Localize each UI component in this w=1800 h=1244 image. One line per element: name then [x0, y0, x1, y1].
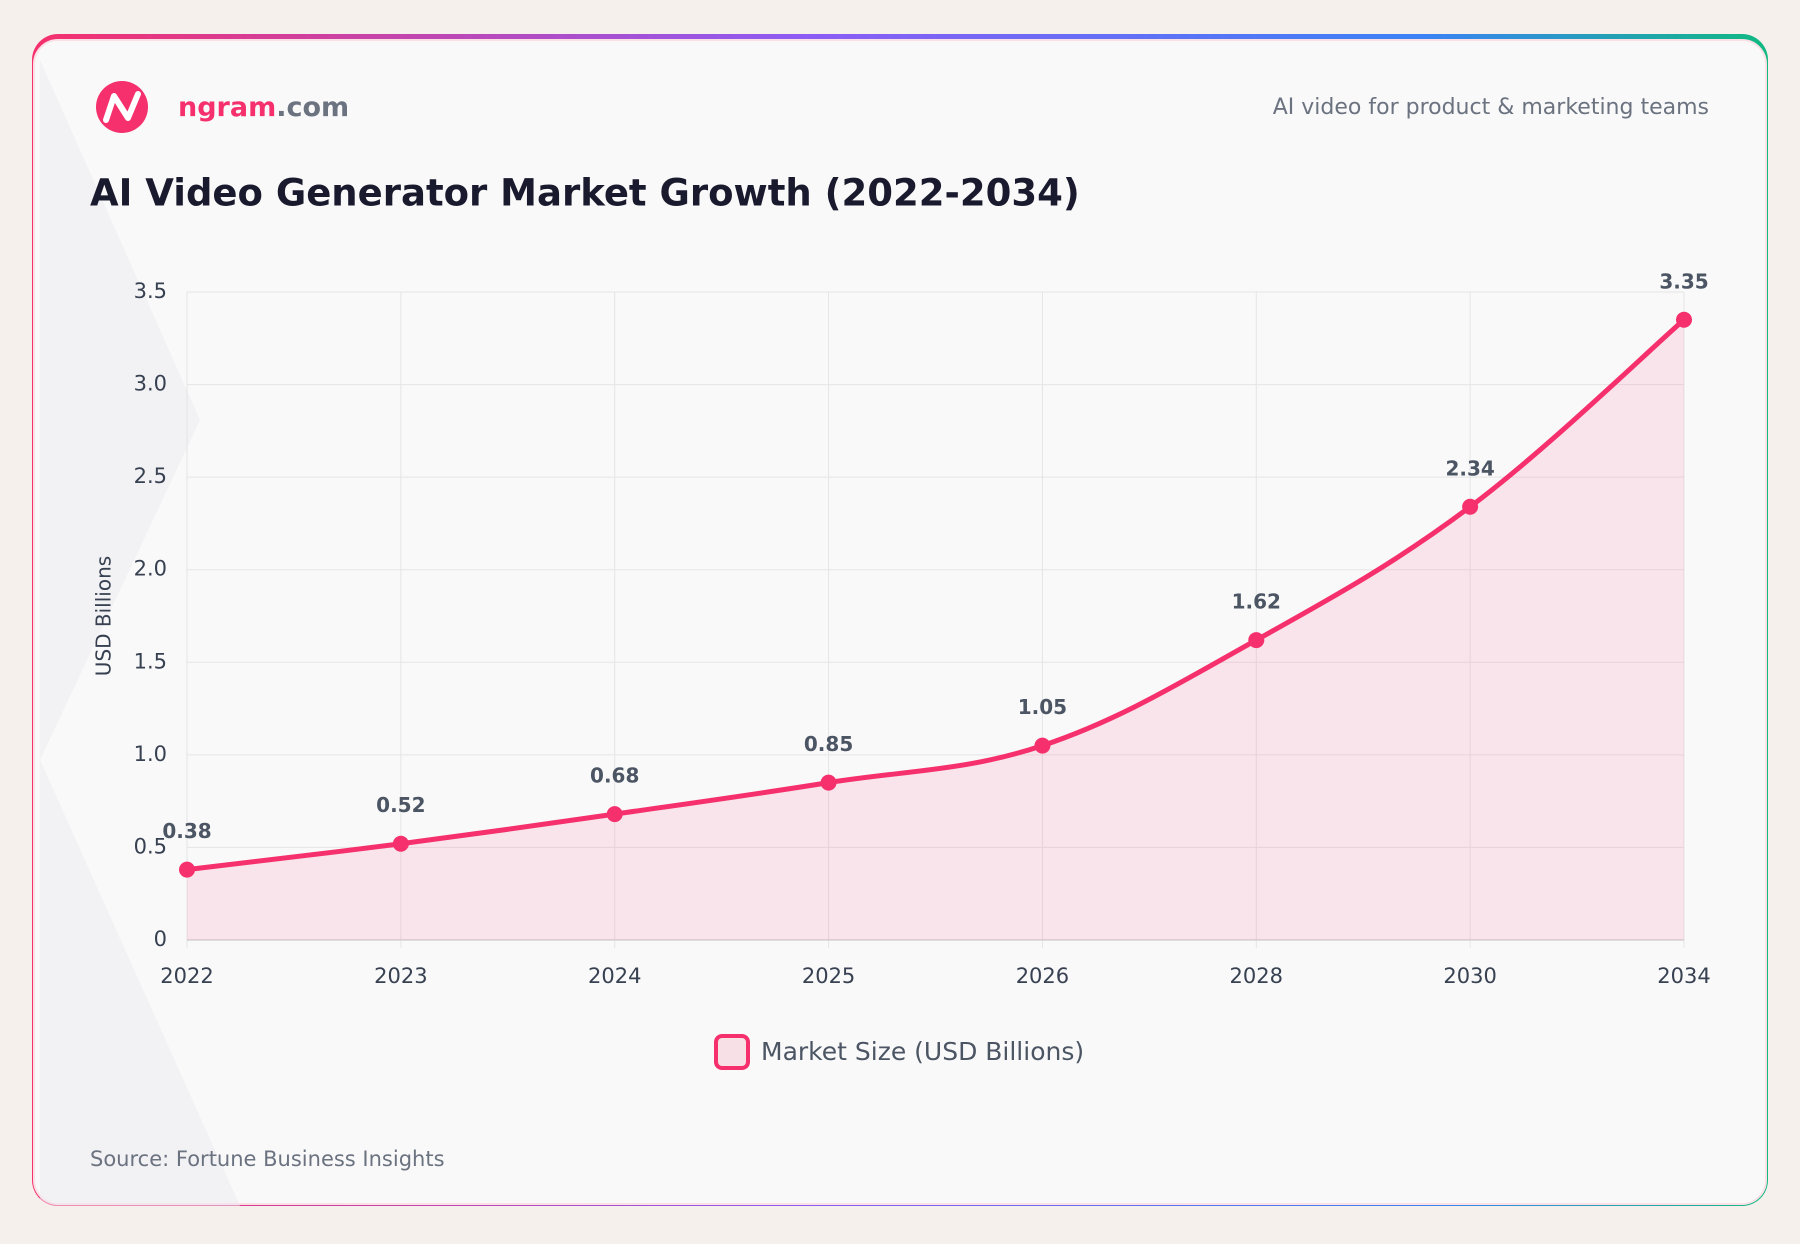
data-label: 0.68: [590, 764, 639, 788]
data-label: 1.05: [1018, 695, 1067, 719]
point: [392, 835, 409, 852]
y-tick-label: 0.5: [134, 834, 167, 858]
x-tick-label: 2023: [374, 964, 427, 988]
y-tick-label: 3.0: [134, 372, 167, 396]
point: [1034, 737, 1051, 754]
legend-label: Market Size (USD Billions): [761, 1037, 1084, 1066]
point: [1248, 632, 1265, 649]
y-axis-label: USD Billions: [92, 556, 116, 676]
y-tick-label: 3.5: [134, 279, 167, 303]
x-tick-label: 2034: [1657, 964, 1710, 988]
x-tick-label: 2028: [1230, 964, 1283, 988]
data-label: 0.38: [162, 819, 211, 843]
logo: [96, 81, 148, 133]
brand-domain: .com: [276, 92, 349, 123]
y-tick-label: 1.0: [134, 742, 167, 766]
x-tick-label: 2030: [1443, 964, 1496, 988]
tagline: AI video for product & marketing teams: [1273, 95, 1709, 120]
point: [606, 806, 623, 823]
brand-name: ngram: [178, 92, 276, 123]
point: [179, 861, 195, 878]
point: [1676, 311, 1692, 328]
y-tick-label: 1.5: [134, 649, 167, 673]
legend-swatch: [714, 1034, 750, 1070]
area: [187, 319, 1684, 940]
point: [1462, 498, 1479, 515]
source: Source: Fortune Business Insights: [90, 1147, 445, 1171]
x-tick-label: 2025: [802, 964, 855, 988]
decor: [40, 60, 240, 1206]
data-label: 1.62: [1232, 590, 1281, 614]
data-label: 0.52: [376, 793, 425, 817]
x-tick-label: 2024: [588, 964, 641, 988]
card: [32, 34, 1768, 1206]
data-label: 3.35: [1659, 269, 1708, 293]
line: [186, 317, 1686, 873]
brand: ngram.com: [178, 92, 349, 123]
y-tick-label: 2.5: [134, 464, 167, 488]
x-tick-label: 2026: [1016, 964, 1069, 988]
data-label: 0.85: [804, 732, 853, 756]
chart-title: AI Video Generator Market Growth (2022-2…: [90, 172, 1080, 215]
x-tick-label: 2022: [160, 964, 213, 988]
point: [820, 774, 837, 791]
y-tick-label: 2.0: [134, 557, 167, 581]
y-tick-label: 0: [154, 927, 167, 951]
data-label: 2.34: [1445, 456, 1494, 480]
